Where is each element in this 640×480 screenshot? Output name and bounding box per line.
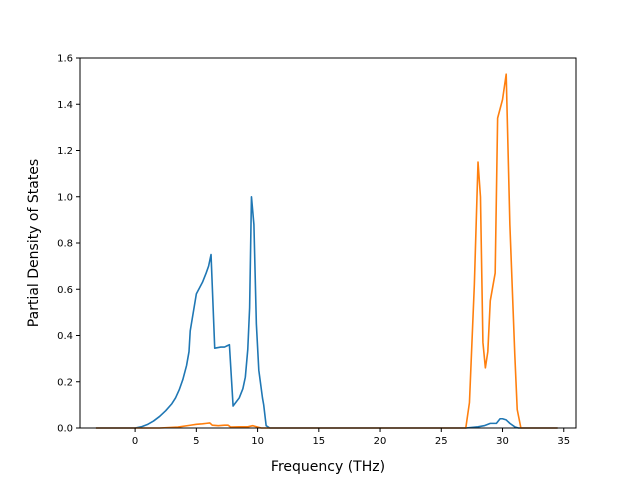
plot-background	[80, 58, 576, 428]
x-tick-label: 15	[312, 436, 325, 447]
series-line-1	[95, 195, 558, 429]
y-axis-ticks: 0.0 0.2 0.4 0.6 0.8 1.0 1.2 1.4 1.6	[57, 54, 80, 435]
x-tick-label: 0	[132, 436, 138, 447]
x-tick-label: 10	[251, 436, 264, 447]
x-tick-label: 5	[193, 436, 199, 447]
y-tick-label: 0.0	[57, 424, 73, 435]
x-axis-label: Frequency (THz)	[271, 459, 385, 475]
x-axis-ticks: 0 5 10 15 20 25 30 35	[132, 428, 570, 447]
y-axis-label: Partial Density of States	[26, 159, 42, 327]
y-tick-label: 1.6	[57, 54, 73, 65]
x-tick-label: 30	[496, 436, 509, 447]
y-tick-label: 0.4	[57, 331, 73, 342]
x-tick-label: 20	[374, 436, 387, 447]
y-tick-label: 1.2	[57, 146, 73, 157]
x-tick-label: 25	[435, 436, 448, 447]
y-tick-label: 1.0	[57, 192, 73, 203]
y-tick-label: 0.2	[57, 377, 73, 388]
x-tick-label: 35	[557, 436, 570, 447]
y-tick-label: 0.8	[57, 239, 73, 250]
y-tick-label: 1.4	[57, 100, 73, 111]
y-tick-label: 0.6	[57, 285, 73, 296]
